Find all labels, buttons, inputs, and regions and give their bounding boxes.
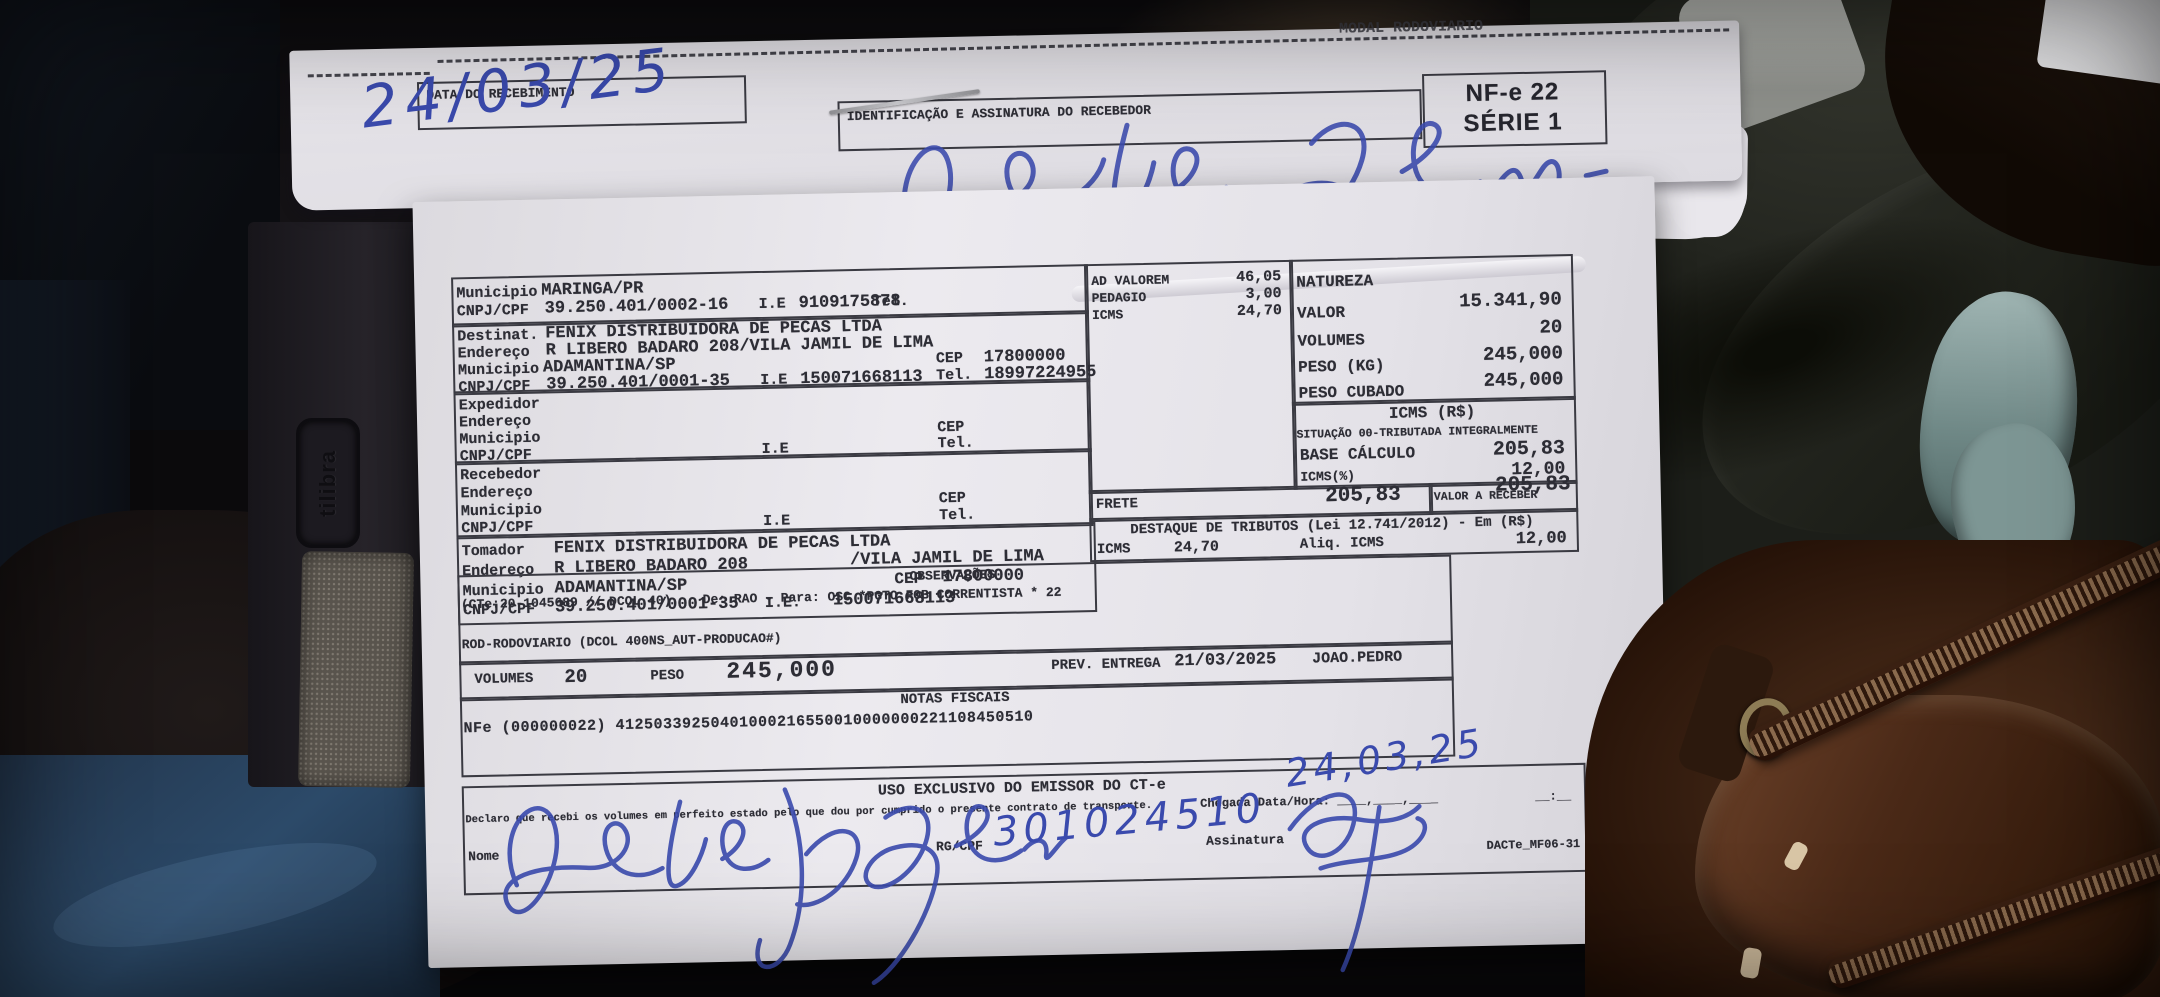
time-blanks: __:__ — [1535, 789, 1572, 804]
field-label: Expedidor — [458, 395, 540, 415]
field-label: Municipio — [457, 360, 540, 380]
doc-code: DACTe_MF06-31 — [1486, 836, 1581, 853]
name-signature — [503, 787, 1069, 986]
conferente-name: JOAO.PEDRO — [1312, 648, 1403, 668]
field-value: 205,83 — [1324, 483, 1402, 509]
field-label: Aliq. ICMS — [1299, 534, 1385, 553]
field-label: Tomador — [461, 541, 525, 561]
field-label: PEDAGIO — [1091, 289, 1147, 307]
field-value: 21/03/2025 — [1174, 650, 1277, 672]
field-label: BASE CÁLCULO — [1299, 444, 1416, 465]
field-label: VOLUMES — [1297, 331, 1365, 351]
field-value: 12,00 — [1515, 529, 1567, 550]
field-label: VOLUMES — [474, 670, 534, 689]
assinatura-signature — [1287, 792, 1428, 973]
field-value: 20 — [1539, 316, 1563, 339]
cut-text-strip: MODAL RODOVIARIO — [1339, 14, 1669, 33]
field-label: Tel. — [872, 292, 909, 311]
field-label: Municipio — [460, 501, 543, 521]
field-label: I.E — [763, 512, 791, 530]
field-label: CNPJ/CPF — [456, 301, 529, 321]
field-label: FRETE — [1095, 496, 1139, 513]
field-label: PREV. ENTREGA — [1051, 655, 1161, 674]
jeans-bottom-left — [0, 755, 440, 997]
field-label: CEP — [937, 418, 965, 437]
field-label: VALOR — [1296, 303, 1346, 323]
field-value: 46,05 — [1236, 268, 1282, 287]
tilibra-logo: tilibra — [296, 418, 360, 548]
field-value: 39.250.401/0002-16 — [544, 295, 729, 319]
field-label: Destinat. — [457, 326, 539, 346]
field-label: PESO (KG) — [1297, 356, 1385, 377]
field-label: Endereço — [458, 412, 532, 432]
field-label: Municipio — [456, 283, 538, 303]
field-label: NATUREZA — [1296, 272, 1374, 292]
field-label: Municipio — [459, 429, 541, 449]
field-value: 245,000 — [1483, 368, 1564, 392]
field-label: AD VALOREM — [1091, 272, 1170, 290]
field-value: 24,70 — [1173, 538, 1220, 557]
field-label: ICMS(%) — [1300, 468, 1356, 485]
field-label: CEP — [935, 349, 964, 368]
field-label: Endereço — [460, 483, 533, 503]
field-label: Tel. — [938, 506, 976, 525]
field-label: Tel. — [937, 434, 974, 453]
field-value: 24,70 — [1236, 302, 1283, 321]
field-value: 3,00 — [1245, 285, 1282, 303]
field-value: 15.341,90 — [1458, 288, 1562, 313]
field-label: ICMS — [1096, 541, 1131, 558]
field-label: ICMS — [1091, 307, 1124, 324]
field-value: 20 — [564, 665, 588, 689]
field-value: 245,000 — [1482, 342, 1564, 366]
cut-header-text: MODAL RODOVIARIO — [1338, 17, 1484, 33]
field-value: 205,83 — [1494, 473, 1571, 498]
field-label: CEP — [938, 489, 966, 508]
field-label: Endereço — [457, 343, 530, 363]
field-label: PESO — [650, 667, 685, 685]
field-value: 245,000 — [726, 656, 838, 685]
field-label: I.E — [758, 295, 786, 314]
field-label: Recebedor — [460, 465, 542, 485]
